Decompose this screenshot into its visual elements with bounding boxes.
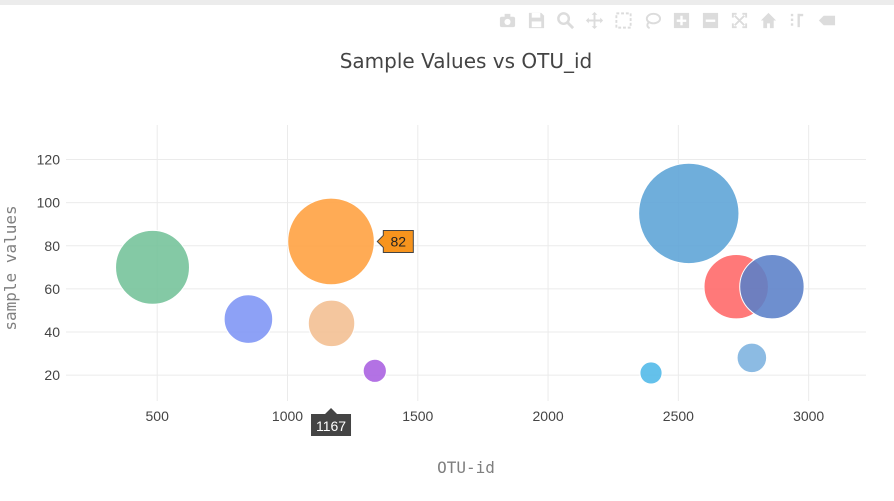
zoom-button[interactable] — [554, 9, 576, 31]
hover-label-icon — [818, 15, 835, 25]
bubble-point[interactable] — [736, 342, 768, 374]
x-tick-label: 3000 — [793, 408, 824, 424]
bubble-point[interactable] — [739, 254, 805, 320]
bubble-point[interactable] — [115, 229, 190, 305]
chart-title: Sample Values vs OTU_id — [340, 49, 593, 73]
spike-lines-button[interactable] — [786, 9, 808, 31]
bubble-point[interactable] — [639, 361, 663, 385]
x-tick-label: 1000 — [272, 408, 303, 424]
pan-icon — [585, 11, 603, 29]
box-select-button[interactable] — [612, 9, 634, 31]
camera-icon — [499, 13, 515, 27]
bubble-point[interactable] — [362, 358, 387, 383]
hover-label-x: 1167 — [316, 418, 346, 434]
gridlines — [66, 125, 866, 401]
y-tick-label: 80 — [44, 238, 60, 254]
pan-button[interactable] — [583, 9, 605, 31]
save-icon — [528, 12, 544, 28]
top-strip — [0, 0, 894, 5]
zoom-out-button[interactable] — [699, 9, 721, 31]
home-icon — [760, 12, 776, 28]
save-button[interactable] — [525, 9, 547, 31]
y-tick-label: 40 — [44, 324, 60, 340]
x-tick-label: 2000 — [533, 408, 564, 424]
spike-lines-icon — [790, 13, 803, 27]
hover-label-button[interactable] — [815, 9, 837, 31]
box-select-icon — [614, 11, 632, 29]
hover-label-x-box — [311, 408, 352, 436]
hover-label-y-box — [376, 229, 414, 253]
bubble-point[interactable] — [287, 197, 375, 286]
y-tick-label: 120 — [37, 152, 61, 168]
zoom-icon — [556, 11, 574, 29]
bubbles[interactable] — [115, 162, 805, 385]
lasso-select-button[interactable] — [641, 9, 663, 31]
lasso-select-icon — [645, 12, 661, 29]
y-tick-label: 20 — [44, 367, 60, 383]
x-tick-label: 500 — [146, 408, 170, 424]
tick-labels: 500 1000 1500 2000 2500 3000 20 40 60 80 100 120 — [37, 152, 825, 425]
camera-button[interactable] — [496, 9, 518, 31]
bubble-point[interactable] — [307, 299, 356, 348]
x-tick-label: 2500 — [663, 408, 694, 424]
y-tick-label: 100 — [37, 195, 61, 211]
home-button[interactable] — [757, 9, 779, 31]
autoscale-button[interactable] — [728, 9, 750, 31]
hover-labels: 82 1167 — [311, 229, 414, 436]
hover-label-y: 82 — [391, 233, 407, 249]
x-tick-label: 1500 — [402, 408, 433, 424]
zoom-in-button[interactable] — [670, 9, 692, 31]
y-tick-label: 60 — [44, 281, 60, 297]
bubble-point[interactable] — [223, 294, 274, 344]
x-axis-title: OTU-id — [437, 458, 495, 477]
zoom-out-icon — [702, 12, 718, 28]
bubble-point[interactable] — [638, 162, 740, 265]
autoscale-icon — [731, 12, 747, 28]
modebar-toolbar — [496, 9, 844, 31]
zoom-in-icon — [673, 12, 689, 28]
y-axis-title: sample values — [1, 205, 20, 330]
